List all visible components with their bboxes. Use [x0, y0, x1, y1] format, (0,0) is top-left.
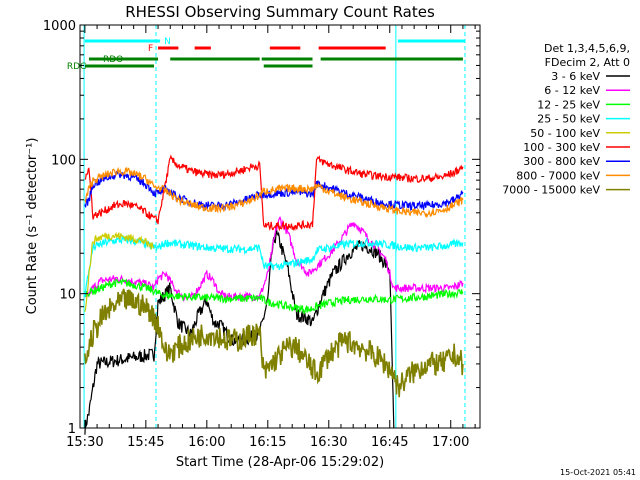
legend-label: 3 - 6 keV — [551, 70, 600, 83]
x-tick-label: 15:45 — [127, 435, 164, 450]
series-line-7000-15000kev — [84, 288, 464, 398]
legend-label: 6 - 12 keV — [544, 84, 600, 97]
flag-label-rdo: RDO — [103, 55, 123, 65]
y-axis: 1 10 100 1000 — [43, 19, 480, 437]
y-tick-label: 10 — [59, 288, 76, 303]
legend-label: 800 - 7000 keV — [516, 169, 600, 182]
x-axis-label: Start Time (28-Apr-06 15:29:02) — [176, 455, 384, 470]
y-tick-label: 1000 — [43, 19, 76, 34]
y-tick-label: 1 — [68, 422, 76, 437]
chart-title: RHESSI Observing Summary Count Rates — [125, 3, 435, 21]
legend-header: Det 1,3,4,5,6,9, — [544, 42, 630, 55]
series-line-12-25kev — [84, 277, 464, 315]
y-axis-label: Count Rate (s⁻¹ detector⁻¹) — [25, 138, 40, 315]
x-tick-label: 16:45 — [371, 435, 408, 450]
legend-header: FDecim 2, Att 0 — [545, 56, 630, 69]
x-tick-label: 17:00 — [432, 435, 469, 450]
x-tick-label: 16:00 — [188, 435, 225, 450]
legend-label: 25 - 50 keV — [537, 113, 600, 126]
flag-label-f: F — [148, 44, 153, 54]
x-axis: 15:30 15:45 16:00 16:15 16:30 16:45 17:00 — [66, 25, 476, 450]
legend-label: 300 - 800 keV — [523, 155, 600, 168]
legend-label: 12 - 25 keV — [537, 98, 600, 111]
series-line-50-100kev — [84, 231, 155, 312]
legend-label: 50 - 100 keV — [530, 127, 600, 140]
series-line-300-800kev — [84, 169, 464, 211]
flag-label-n: N — [164, 37, 171, 47]
series-line-800-7000kev — [84, 166, 464, 219]
x-tick-label: 16:15 — [249, 435, 286, 450]
legend-label: 7000 - 15000 keV — [502, 184, 600, 197]
series-line-100-300kev — [84, 154, 464, 232]
legend-label: 100 - 300 keV — [523, 141, 600, 154]
footer-timestamp: 15-Oct-2021 05:41 — [560, 468, 636, 477]
flag-label-rdc: RDC — [67, 62, 86, 72]
legend: Det 1,3,4,5,6,9,FDecim 2, Att 03 - 6 keV… — [502, 42, 630, 197]
x-tick-label: 15:30 — [66, 435, 103, 450]
plot-area: N F RDO RDC — [67, 25, 466, 435]
x-tick-label: 16:30 — [310, 435, 347, 450]
y-tick-label: 100 — [51, 153, 76, 168]
